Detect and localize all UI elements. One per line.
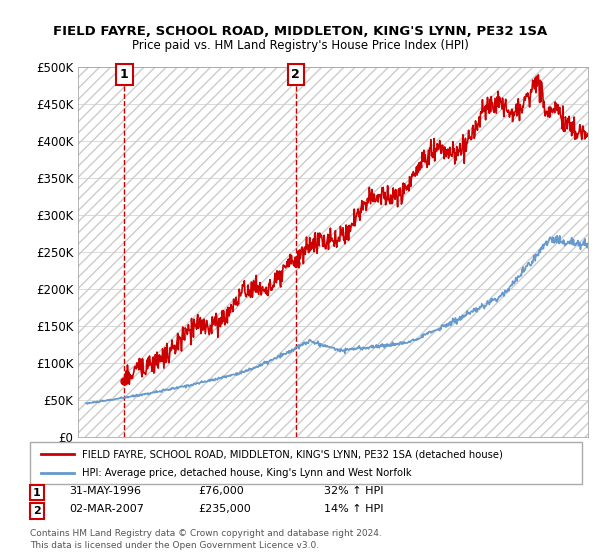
Text: HPI: Average price, detached house, King's Lynn and West Norfolk: HPI: Average price, detached house, King… — [82, 469, 412, 478]
Text: 02-MAR-2007: 02-MAR-2007 — [69, 505, 144, 515]
Text: This data is licensed under the Open Government Licence v3.0.: This data is licensed under the Open Gov… — [30, 541, 319, 550]
Text: £76,000: £76,000 — [198, 486, 244, 496]
Text: FIELD FAYRE, SCHOOL ROAD, MIDDLETON, KING'S LYNN, PE32 1SA (detached house): FIELD FAYRE, SCHOOL ROAD, MIDDLETON, KIN… — [82, 449, 503, 459]
Text: 2: 2 — [292, 68, 300, 81]
Text: 32% ↑ HPI: 32% ↑ HPI — [324, 486, 383, 496]
Text: Price paid vs. HM Land Registry's House Price Index (HPI): Price paid vs. HM Land Registry's House … — [131, 39, 469, 52]
FancyBboxPatch shape — [30, 442, 582, 484]
Text: 31-MAY-1996: 31-MAY-1996 — [69, 486, 141, 496]
Text: FIELD FAYRE, SCHOOL ROAD, MIDDLETON, KING'S LYNN, PE32 1SA: FIELD FAYRE, SCHOOL ROAD, MIDDLETON, KIN… — [53, 25, 547, 38]
Text: £235,000: £235,000 — [198, 505, 251, 515]
Text: 14% ↑ HPI: 14% ↑ HPI — [324, 505, 383, 515]
Text: 1: 1 — [33, 488, 41, 498]
Text: 1: 1 — [120, 68, 129, 81]
Text: 2: 2 — [33, 506, 41, 516]
Text: Contains HM Land Registry data © Crown copyright and database right 2024.: Contains HM Land Registry data © Crown c… — [30, 530, 382, 539]
